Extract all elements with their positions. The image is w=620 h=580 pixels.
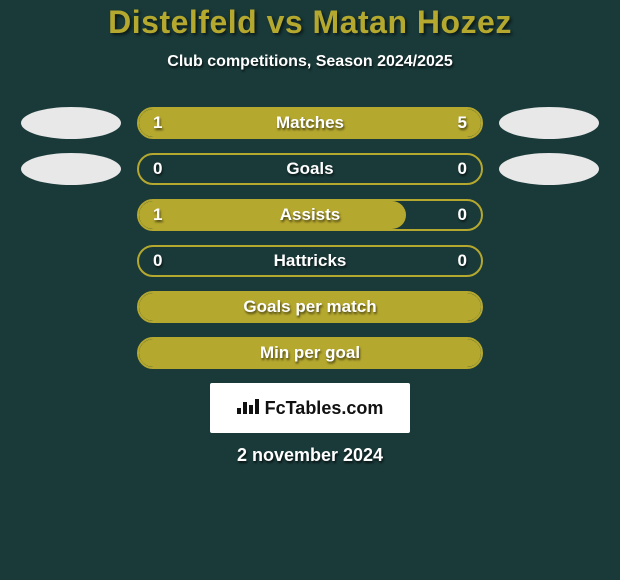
stat-value-right: 5 — [458, 113, 467, 133]
logo-text: FcTables.com — [265, 398, 384, 419]
stat-value-right: 0 — [458, 159, 467, 179]
bar-fill-left — [139, 109, 197, 137]
stat-value-right: 0 — [458, 251, 467, 271]
stat-label: Matches — [276, 113, 344, 133]
stat-value-left: 1 — [153, 205, 162, 225]
stat-value-left: 0 — [153, 159, 162, 179]
stat-value-left: 0 — [153, 251, 162, 271]
avatar-spacer — [499, 291, 599, 323]
stat-value-right: 0 — [458, 205, 467, 225]
stat-bar: 1 0 Assists — [137, 199, 483, 231]
stats-chart: 1 5 Matches 0 0 Goals 1 0 Assists 0 0 Hattricks Goal… — [0, 107, 620, 369]
avatar-spacer — [499, 199, 599, 231]
chart-icon — [237, 396, 259, 420]
stat-label: Min per goal — [260, 343, 360, 363]
stat-row: 0 0 Goals — [0, 153, 620, 185]
stat-row: Goals per match — [0, 291, 620, 323]
stat-label: Goals — [286, 159, 333, 179]
stat-bar: Min per goal — [137, 337, 483, 369]
player-avatar-left — [21, 107, 121, 139]
stat-row: Min per goal — [0, 337, 620, 369]
avatar-spacer — [499, 337, 599, 369]
avatar-spacer — [21, 337, 121, 369]
player-avatar-right — [499, 153, 599, 185]
bar-fill-left — [139, 201, 406, 229]
player-avatar-right — [499, 107, 599, 139]
stat-row: 0 0 Hattricks — [0, 245, 620, 277]
avatar-spacer — [499, 245, 599, 277]
avatar-spacer — [21, 199, 121, 231]
stat-bar: Goals per match — [137, 291, 483, 323]
avatar-spacer — [21, 291, 121, 323]
stat-value-left: 1 — [153, 113, 162, 133]
stat-label: Goals per match — [243, 297, 376, 317]
stat-label: Hattricks — [274, 251, 347, 271]
stat-bar: 0 0 Hattricks — [137, 245, 483, 277]
avatar-spacer — [21, 245, 121, 277]
comparison-title: Distelfeld vs Matan Hozez — [108, 4, 512, 41]
stat-row: 1 0 Assists — [0, 199, 620, 231]
stat-bar: 0 0 Goals — [137, 153, 483, 185]
player-avatar-left — [21, 153, 121, 185]
fctables-logo[interactable]: FcTables.com — [210, 383, 410, 433]
stat-label: Assists — [280, 205, 340, 225]
comparison-subtitle: Club competitions, Season 2024/2025 — [167, 53, 452, 71]
stat-bar: 1 5 Matches — [137, 107, 483, 139]
stat-row: 1 5 Matches — [0, 107, 620, 139]
comparison-date: 2 november 2024 — [237, 445, 383, 466]
